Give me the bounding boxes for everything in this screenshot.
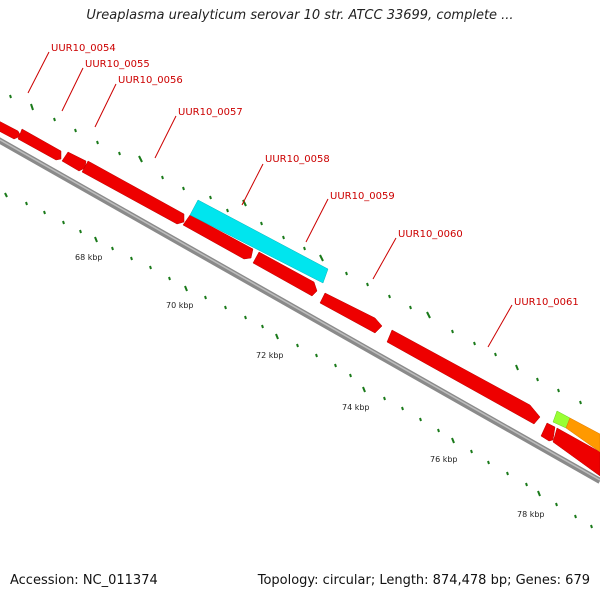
inner-tick-row (4, 192, 593, 529)
gene-label[interactable]: UUR10_0060 (398, 229, 463, 240)
gene-feature-orange[interactable] (565, 417, 600, 453)
label-leaders (27, 51, 513, 348)
accession-text: Accession: NC_011374 (10, 573, 158, 588)
gene-feature[interactable] (61, 151, 87, 172)
gene-label[interactable]: UUR10_0058 (265, 154, 330, 165)
topology-text: Topology: circular; Length: 874,478 bp; … (257, 573, 590, 588)
gene-label[interactable]: UUR10_0057 (178, 107, 243, 118)
scale-label: 76 kbp (430, 455, 458, 464)
backbone-line (0, 137, 600, 484)
scale-label: 78 kbp (517, 510, 545, 519)
gene-feature[interactable] (0, 120, 22, 140)
scale-label: 68 kbp (75, 253, 103, 262)
scale-label: 70 kbp (166, 301, 194, 310)
gene-label[interactable]: UUR10_0055 (85, 59, 150, 70)
outer-tick-row (9, 94, 582, 405)
map-title: Ureaplasma urealyticum serovar 10 str. A… (86, 8, 514, 23)
gene-feature[interactable] (540, 422, 556, 442)
gene-label[interactable]: UUR10_0056 (118, 75, 183, 86)
gene-feature[interactable] (252, 251, 318, 297)
gene-feature-cyan[interactable] (189, 199, 329, 284)
gene-label[interactable]: UUR10_0054 (51, 43, 116, 54)
gene-label[interactable]: UUR10_0061 (514, 297, 579, 308)
gene-feature[interactable] (81, 160, 185, 225)
gene-features (0, 120, 600, 477)
scale-label: 74 kbp (342, 403, 370, 412)
gene-feature[interactable] (17, 128, 62, 161)
gene-feature[interactable] (552, 427, 600, 477)
gene-feature[interactable] (386, 329, 541, 425)
gene-label[interactable]: UUR10_0059 (330, 191, 395, 202)
scale-label: 72 kbp (256, 351, 284, 360)
gene-feature[interactable] (319, 292, 383, 334)
gene-feature[interactable] (182, 214, 254, 260)
backbone-highlight (0, 138, 600, 481)
